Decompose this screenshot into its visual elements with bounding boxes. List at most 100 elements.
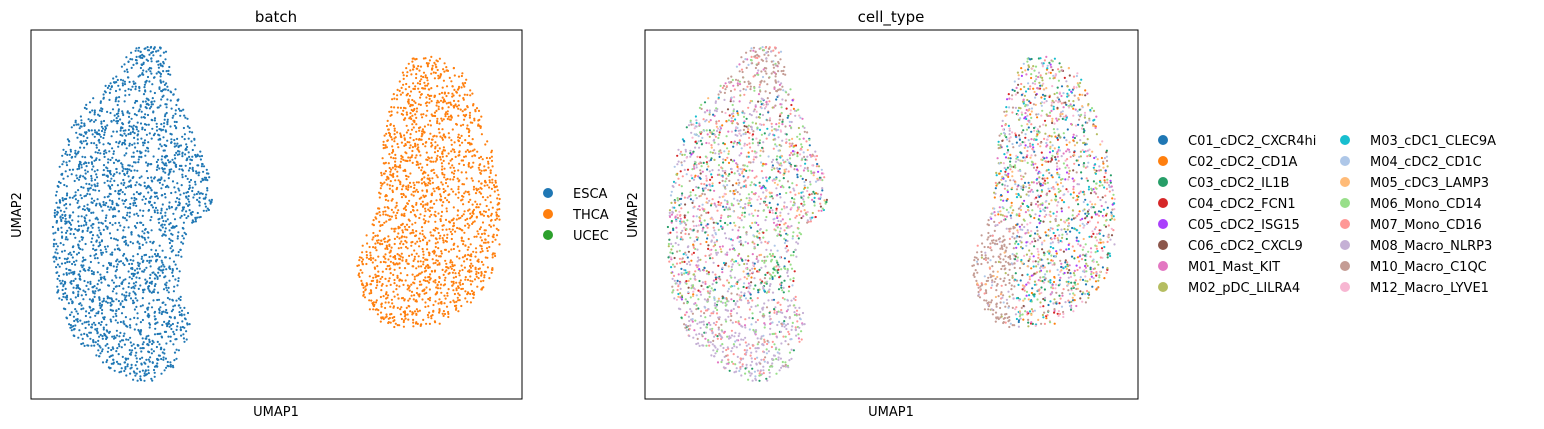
esca-point: [79, 161, 82, 164]
thca-point: [471, 280, 474, 283]
thca-point: [394, 322, 397, 325]
thca-point: [393, 140, 396, 143]
thca-point: [455, 218, 458, 221]
esca-point: [145, 358, 148, 361]
esca-point: [111, 184, 114, 187]
esca-point: [172, 260, 176, 263]
esca-point: [117, 84, 120, 87]
esca-point: [63, 204, 66, 207]
esca-point: [142, 100, 145, 103]
thca-point: [451, 92, 454, 95]
esca-point: [139, 332, 142, 335]
thca-point: [466, 278, 470, 281]
thca-point: [434, 63, 437, 66]
esca-point: [62, 292, 65, 296]
esca-point: [90, 174, 93, 178]
c03-cdc2-il1b-point: [777, 263, 780, 266]
esca-point: [165, 82, 168, 85]
esca-point: [147, 141, 150, 144]
esca-point: [169, 316, 172, 319]
esca-point: [64, 296, 67, 299]
m07-mono-cd16-point: [794, 193, 797, 196]
esca-point: [114, 190, 117, 193]
thca-point: [472, 188, 475, 191]
thca-point: [432, 303, 435, 307]
m06-mono-cd14-point: [797, 108, 800, 111]
esca-point: [91, 323, 94, 326]
esca-point: [52, 232, 55, 235]
esca-point: [125, 152, 128, 155]
esca-point: [205, 209, 208, 212]
thca-point: [419, 203, 423, 206]
esca-point: [125, 374, 128, 377]
esca-point: [147, 209, 150, 212]
m07-mono-cd16-point: [766, 342, 769, 346]
esca-point: [115, 314, 118, 318]
thca-point: [410, 193, 413, 196]
esca-point: [93, 183, 96, 186]
esca-point: [81, 208, 85, 211]
esca-point: [88, 312, 91, 315]
esca-point: [161, 271, 164, 274]
m08-macro-nlrp3-point: [739, 316, 743, 319]
esca-point: [194, 218, 197, 221]
thca-point: [495, 214, 498, 217]
esca-point: [135, 357, 138, 360]
m03-cdc1-clec9a-point: [677, 292, 680, 296]
esca-point: [155, 195, 158, 198]
thca-point: [401, 91, 404, 94]
esca-point: [130, 125, 133, 128]
c04-cdc2-fcn1-point: [800, 202, 803, 205]
thca-point: [410, 128, 414, 131]
esca-point: [149, 240, 152, 243]
esca-point: [203, 176, 206, 179]
esca-point: [160, 312, 163, 316]
m03-cdc1-clec9a-point: [679, 238, 682, 241]
esca-point: [150, 176, 153, 179]
thca-point: [433, 77, 436, 80]
esca-point: [134, 284, 137, 287]
esca-point: [142, 291, 145, 294]
m07-mono-cd16-point: [770, 345, 774, 349]
esca-point: [106, 124, 109, 127]
thca-point: [467, 237, 470, 241]
esca-point: [106, 86, 109, 89]
thca-point: [438, 92, 441, 96]
m06-mono-cd14-point: [742, 115, 746, 118]
esca-point: [163, 348, 166, 351]
esca-point: [204, 196, 207, 199]
m04-cdc2-cd1c-point: [744, 240, 747, 244]
esca-point: [96, 151, 99, 154]
esca-point: [165, 281, 168, 284]
esca-point: [180, 309, 184, 312]
esca-point: [94, 151, 97, 154]
esca-point: [87, 320, 90, 323]
esca-point: [156, 211, 159, 214]
esca-point: [55, 242, 58, 245]
thca-point: [410, 290, 414, 293]
esca-point: [58, 265, 61, 268]
thca-point: [477, 277, 480, 280]
esca-point: [84, 326, 87, 330]
thca-point: [406, 313, 409, 316]
thca-point: [404, 117, 407, 120]
thca-point: [417, 149, 420, 152]
esca-point: [133, 199, 136, 202]
esca-point: [174, 200, 177, 203]
m10-macro-c1qc-point: [684, 251, 687, 254]
thca-point: [403, 225, 406, 228]
thca-point: [439, 195, 443, 198]
esca-point: [157, 179, 160, 182]
esca-point: [93, 135, 96, 138]
thca-point: [466, 124, 469, 127]
m10-macro-c1qc-point: [784, 99, 787, 102]
thca-point: [396, 142, 399, 146]
thca-point: [444, 276, 447, 279]
thca-point: [487, 166, 490, 169]
m06-mono-cd14-point: [775, 357, 778, 361]
esca-point: [116, 184, 119, 187]
thca-point: [426, 202, 429, 205]
esca-point: [169, 335, 172, 338]
thca-point: [410, 244, 413, 247]
thca-point: [417, 166, 421, 169]
